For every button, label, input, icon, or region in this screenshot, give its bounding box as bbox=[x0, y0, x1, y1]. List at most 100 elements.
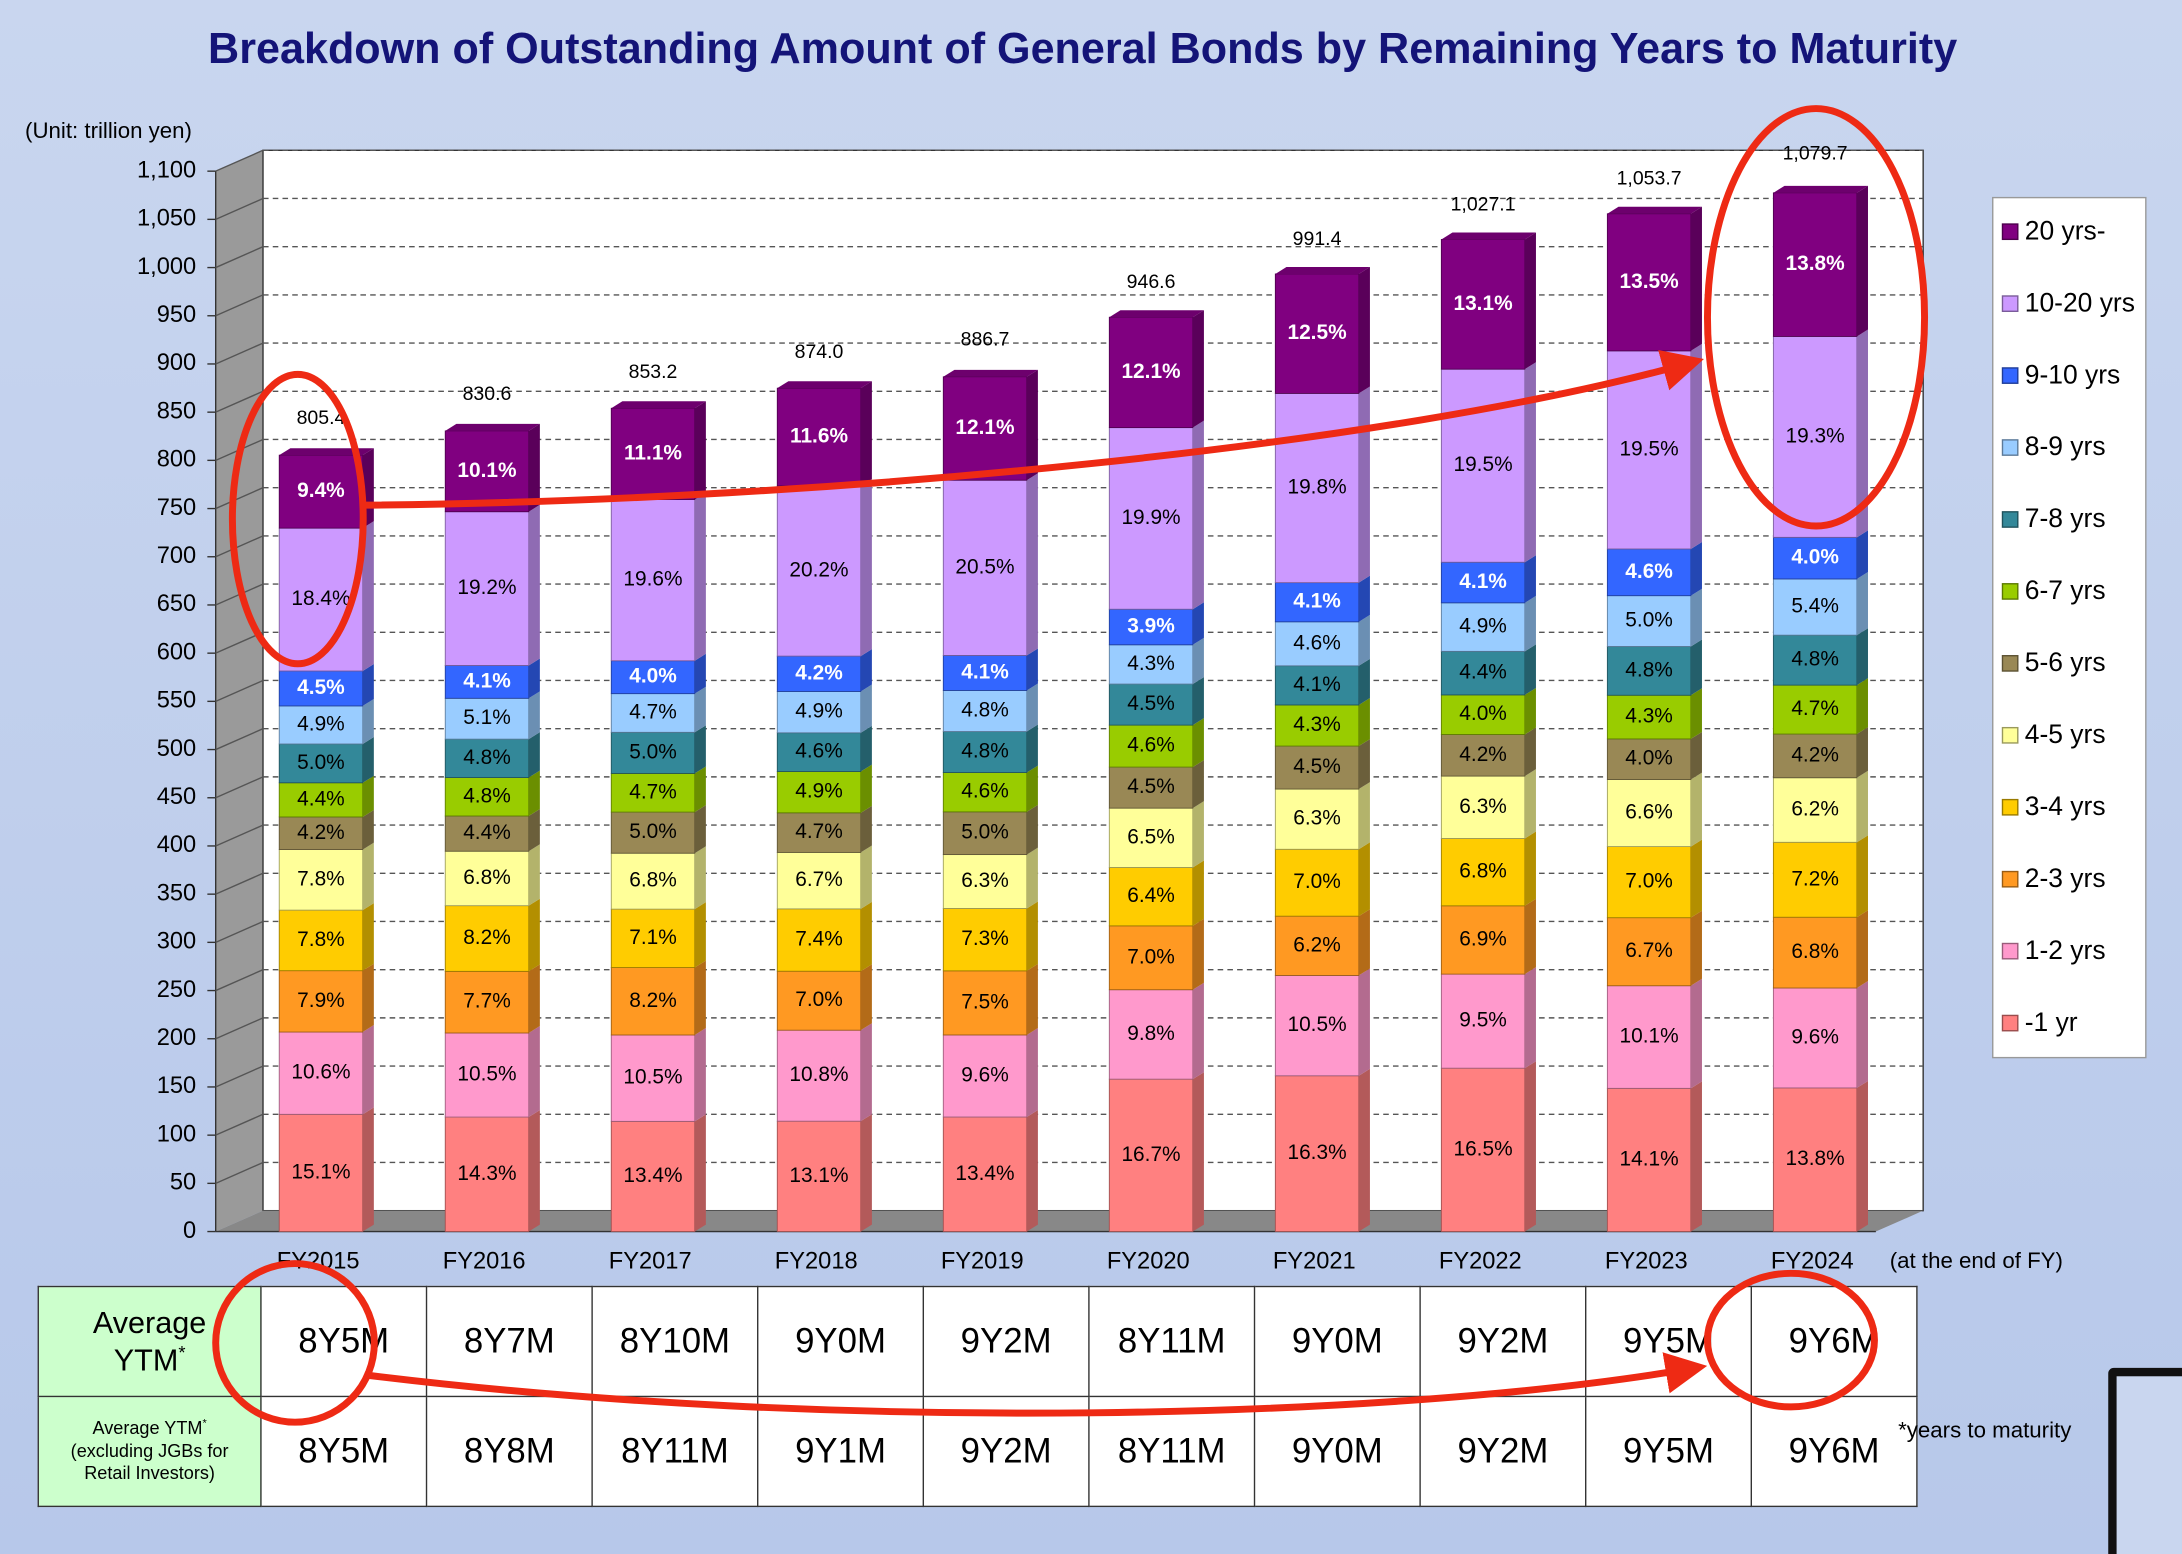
bar-side bbox=[1856, 530, 1868, 579]
bar-side bbox=[528, 658, 540, 699]
bar-top bbox=[777, 381, 872, 389]
bar-side bbox=[860, 805, 872, 853]
bar-side bbox=[362, 698, 374, 744]
segment bbox=[610, 653, 706, 695]
bar-side bbox=[694, 1028, 706, 1122]
data-label: 16.3% bbox=[1287, 1141, 1346, 1164]
bar-side bbox=[1358, 1068, 1370, 1232]
bar-side bbox=[1690, 1081, 1702, 1232]
segment bbox=[610, 960, 706, 1036]
bar-top bbox=[445, 423, 540, 431]
data-label: 13.1% bbox=[789, 1164, 848, 1187]
segment bbox=[278, 903, 374, 972]
segment bbox=[278, 1107, 374, 1232]
table-cell: 9Y0M bbox=[757, 1285, 925, 1398]
data-label: 4.4% bbox=[463, 821, 511, 844]
bar-segment bbox=[1440, 694, 1526, 735]
data-label: 12.5% bbox=[1287, 321, 1346, 344]
bar-segment bbox=[1772, 841, 1858, 918]
grid-line-side bbox=[215, 1017, 264, 1040]
legend-swatch bbox=[2001, 295, 2019, 312]
bar-segment bbox=[610, 908, 696, 968]
segment bbox=[1108, 801, 1204, 868]
bar-segment bbox=[1772, 1087, 1858, 1232]
bar-side bbox=[860, 1114, 872, 1232]
data-label: 4.8% bbox=[463, 746, 511, 769]
segment bbox=[1440, 1061, 1536, 1232]
segment bbox=[1606, 542, 1702, 597]
note-mark: * bbox=[202, 1417, 207, 1430]
segment bbox=[1274, 658, 1370, 706]
bar-segment bbox=[278, 782, 364, 818]
bar-segment bbox=[444, 665, 530, 699]
bar-top bbox=[1441, 232, 1536, 240]
data-label: 4.7% bbox=[629, 780, 677, 803]
total-label: 1,079.7 bbox=[1783, 143, 1848, 165]
bar-side bbox=[1856, 981, 1868, 1088]
bar-side bbox=[1026, 1110, 1038, 1232]
bar-segment bbox=[1606, 213, 1692, 352]
bar-segment bbox=[1440, 775, 1526, 839]
segment bbox=[1108, 860, 1204, 927]
bar-segment bbox=[942, 854, 1028, 909]
bar-segment bbox=[610, 660, 696, 695]
data-label: 16.5% bbox=[1453, 1137, 1512, 1160]
bar-side bbox=[362, 737, 374, 783]
total-label: 886.7 bbox=[961, 329, 1010, 351]
footnote: *years to maturity bbox=[1898, 1419, 2072, 1444]
bar-segment bbox=[776, 732, 862, 772]
data-label: 6.2% bbox=[1791, 798, 1839, 821]
data-label: 4.7% bbox=[795, 820, 843, 843]
bar-side bbox=[1358, 842, 1370, 917]
grid-line-side bbox=[215, 824, 264, 847]
segment bbox=[610, 1114, 706, 1232]
grid-line-side bbox=[215, 197, 264, 221]
data-label: 4.2% bbox=[795, 661, 843, 684]
bar-segment bbox=[942, 479, 1028, 656]
segment bbox=[444, 809, 540, 852]
segment bbox=[1108, 677, 1204, 726]
x-tick-label: FY2024 bbox=[1771, 1248, 1854, 1274]
row-header-text: Average YTM bbox=[92, 1304, 207, 1378]
segment bbox=[610, 902, 706, 968]
bar-side bbox=[1524, 555, 1536, 603]
data-label: 5.4% bbox=[1791, 595, 1839, 618]
data-label: 4.9% bbox=[297, 712, 345, 735]
y-tick-label: 1,100 bbox=[137, 157, 196, 183]
segment bbox=[444, 770, 540, 817]
bar-side bbox=[1524, 644, 1536, 695]
data-label: 4.1% bbox=[463, 669, 511, 692]
data-label: 8.2% bbox=[629, 989, 677, 1012]
grid-line-side bbox=[215, 246, 264, 269]
data-label: 8.2% bbox=[463, 926, 511, 949]
segment bbox=[1606, 688, 1702, 740]
segment bbox=[1108, 760, 1204, 809]
bar-segment bbox=[1274, 704, 1360, 747]
bar-top bbox=[1275, 266, 1370, 274]
bar-segment bbox=[942, 970, 1028, 1036]
segment bbox=[1440, 687, 1536, 735]
segment bbox=[610, 766, 706, 813]
bar-side bbox=[694, 902, 706, 968]
total-label: 1,053.7 bbox=[1617, 168, 1682, 190]
data-label: 6.8% bbox=[1459, 860, 1507, 883]
bar-side bbox=[694, 805, 706, 854]
segment bbox=[1440, 769, 1536, 839]
total-label: 1,027.1 bbox=[1451, 193, 1516, 215]
bar-side bbox=[1192, 637, 1204, 685]
bar-side bbox=[528, 504, 540, 666]
bar-segment bbox=[1606, 1087, 1692, 1232]
grid-line-side bbox=[215, 920, 264, 943]
segment bbox=[444, 732, 540, 778]
bar-side bbox=[362, 1107, 374, 1232]
segment bbox=[1440, 595, 1536, 652]
data-label: 4.1% bbox=[961, 660, 1009, 683]
bar-side bbox=[1856, 329, 1868, 538]
legend-label: 8-9 yrs bbox=[2025, 431, 2106, 461]
data-label: 4.8% bbox=[961, 740, 1009, 763]
data-label: 10.5% bbox=[457, 1063, 516, 1086]
segment bbox=[444, 844, 540, 907]
bar-segment bbox=[610, 967, 696, 1036]
bar-side bbox=[1524, 769, 1536, 839]
y-tick-label: 800 bbox=[157, 447, 196, 473]
